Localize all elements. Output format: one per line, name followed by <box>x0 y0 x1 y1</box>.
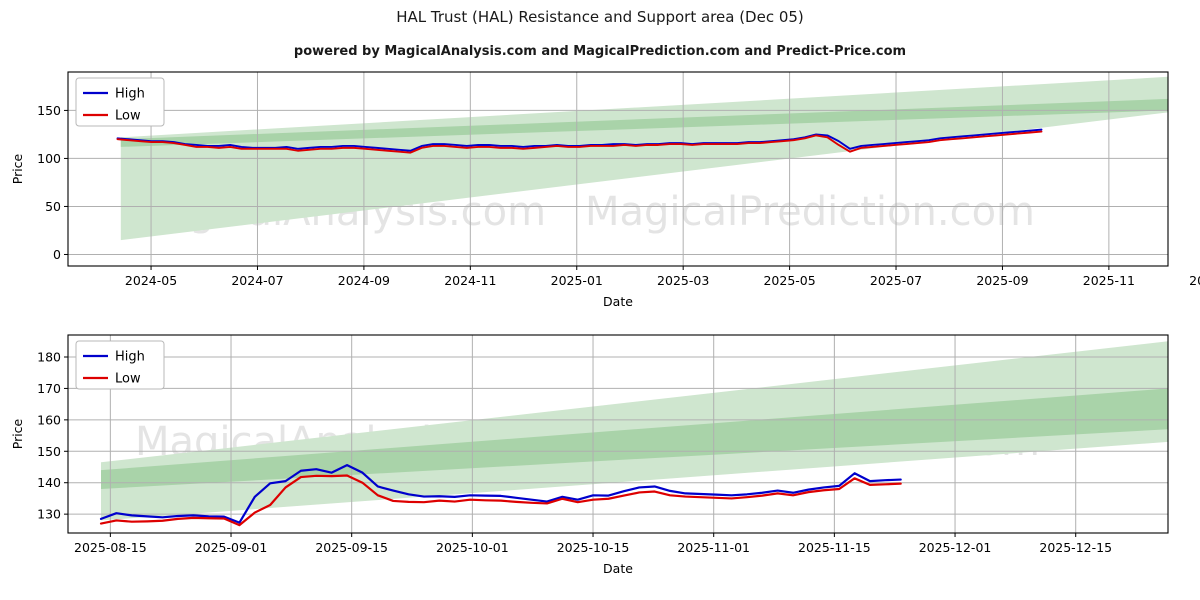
y-tick-label: 150 <box>37 103 61 118</box>
y-axis-label: Price <box>10 153 25 184</box>
x-tick-label: 2026-01 <box>1189 273 1200 288</box>
axes-frame <box>67 334 1169 534</box>
x-tick-label: 2024-07 <box>231 273 283 288</box>
y-tick-label: 180 <box>37 350 61 365</box>
y-axis: 0 50 100 150 Price <box>10 103 68 262</box>
plot-border <box>67 334 1169 534</box>
x-tick-label: 2025-11-01 <box>677 540 750 555</box>
x-tick-label: 2025-12-15 <box>1039 540 1112 555</box>
x-tick-label: 2025-05 <box>763 273 815 288</box>
x-tick-label: 2025-07 <box>870 273 922 288</box>
y-tick-label: 150 <box>37 444 61 459</box>
x-tick-label: 2025-11 <box>1083 273 1135 288</box>
x-tick-label: 2025-01 <box>551 273 603 288</box>
data-series-layer <box>116 128 1043 154</box>
inner-band <box>101 388 1168 489</box>
x-tick-label: 2025-12-01 <box>919 540 992 555</box>
x-tick-label: 2025-09 <box>976 273 1028 288</box>
axes-frame <box>67 71 1169 267</box>
x-tick-label: 2024-09 <box>338 273 390 288</box>
y-tick-label: 0 <box>53 247 61 262</box>
x-tick-label: 2025-09-15 <box>315 540 388 555</box>
legend[interactable]: High Low <box>75 77 165 127</box>
x-axis: 2025-08-15 2025-09-01 2025-09-15 2025-10-01… <box>74 533 1112 576</box>
y-tick-label: 50 <box>45 199 61 214</box>
legend-label-low: Low <box>115 372 141 387</box>
series-line-low <box>116 130 1043 154</box>
legend-label-high: High <box>115 350 145 365</box>
y-tick-label: 140 <box>37 475 61 490</box>
page-title: HAL Trust (HAL) Resistance and Support a… <box>396 8 804 26</box>
plot-border <box>67 71 1169 267</box>
legend[interactable]: High Low <box>75 340 165 390</box>
y-tick-label: 160 <box>37 412 61 427</box>
page-subtitle: powered by MagicalAnalysis.com and Magic… <box>293 44 907 59</box>
x-tick-label: 2024-05 <box>125 273 177 288</box>
x-tick-label: 2025-11-15 <box>798 540 871 555</box>
y-axis: 130 140 150 160 170 180 Price <box>10 350 68 522</box>
data-series-layer <box>99 464 902 527</box>
y-tick-label: 100 <box>37 151 61 166</box>
x-tick-label: 2025-10-15 <box>557 540 630 555</box>
y-axis-label: Price <box>10 418 25 449</box>
x-tick-label: 2025-03 <box>657 273 709 288</box>
y-tick-label: 170 <box>37 381 61 396</box>
series-line-high <box>99 464 902 524</box>
x-axis-label: Date <box>603 561 633 576</box>
support-resistance-bands <box>101 341 1168 521</box>
watermark-text: MagicalPrediction.com <box>585 189 1035 235</box>
x-tick-label: 2025-09-01 <box>195 540 268 555</box>
chart-panel-bottom: MagicalAnalysis.comMagicalPrediction.com… <box>0 325 1200 600</box>
legend-label-high: High <box>115 87 145 102</box>
chart-panel-top: MagicalAnalysis.comMagicalPrediction.com… <box>0 60 1200 320</box>
x-tick-label: 2025-10-01 <box>436 540 509 555</box>
legend-label-low: Low <box>115 109 141 124</box>
y-tick-label: 130 <box>37 507 61 522</box>
grid-lines <box>68 72 1168 266</box>
x-axis-label: Date <box>603 294 633 309</box>
x-tick-label: 2024-11 <box>444 273 496 288</box>
grid-lines <box>68 335 1168 533</box>
x-axis: 2024-05 2024-07 2024-09 2024-11 2025-01 2025-… <box>125 266 1200 309</box>
series-line-low <box>99 474 902 527</box>
x-tick-label: 2025-08-15 <box>74 540 147 555</box>
series-line-high <box>116 128 1043 152</box>
